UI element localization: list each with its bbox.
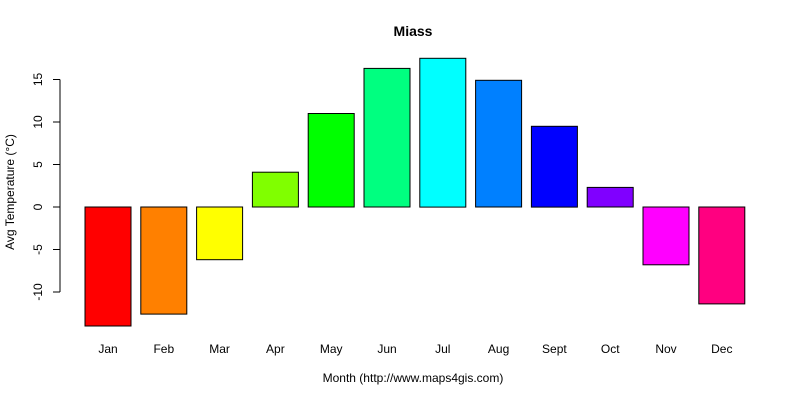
- x-tick-labels: Jan Feb Mar Apr May Jun Jul Aug Sept Oct Nov Dec: [98, 342, 732, 356]
- bar-aug: [475, 79, 523, 208]
- bar-jan: [84, 206, 132, 327]
- x-tick-label-jan: Jan: [98, 342, 117, 356]
- bar-feb: [140, 206, 188, 315]
- bar-apr: [251, 171, 299, 208]
- y-tick-label: -5: [31, 244, 45, 255]
- x-axis-label: Month (http://www.maps4gis.com): [323, 371, 504, 385]
- x-tick-label-oct: Oct: [601, 342, 620, 356]
- y-axis: -10 -5 0 5 10 15: [31, 73, 61, 301]
- bar-mar: [196, 206, 244, 261]
- x-tick-label-jul: Jul: [435, 342, 450, 356]
- x-tick-label-jun: Jun: [377, 342, 396, 356]
- bar-jul: [419, 57, 467, 208]
- bar-dec: [698, 206, 746, 305]
- x-tick-label-mar: Mar: [209, 342, 230, 356]
- x-tick-label-may: May: [320, 342, 343, 356]
- x-tick-label-feb: Feb: [153, 342, 174, 356]
- bar-jun: [363, 67, 411, 208]
- chart-title: Miass: [394, 23, 433, 39]
- bars-group: [84, 57, 746, 327]
- y-tick-label: 0: [31, 203, 45, 210]
- y-tick-label: 15: [31, 73, 45, 87]
- bar-oct: [586, 186, 634, 208]
- bar-nov: [642, 206, 690, 266]
- y-tick-label: 5: [31, 161, 45, 168]
- y-axis-label: Avg Temperature (°C): [3, 134, 17, 250]
- y-tick-label: -10: [31, 283, 45, 301]
- bar-sept: [530, 125, 578, 208]
- bar-may: [307, 113, 355, 208]
- y-tick-label: 10: [31, 115, 45, 129]
- x-tick-label-sept: Sept: [542, 342, 567, 356]
- x-tick-label-dec: Dec: [711, 342, 732, 356]
- x-tick-label-nov: Nov: [655, 342, 676, 356]
- x-tick-label-aug: Aug: [488, 342, 509, 356]
- x-tick-label-apr: Apr: [266, 342, 285, 356]
